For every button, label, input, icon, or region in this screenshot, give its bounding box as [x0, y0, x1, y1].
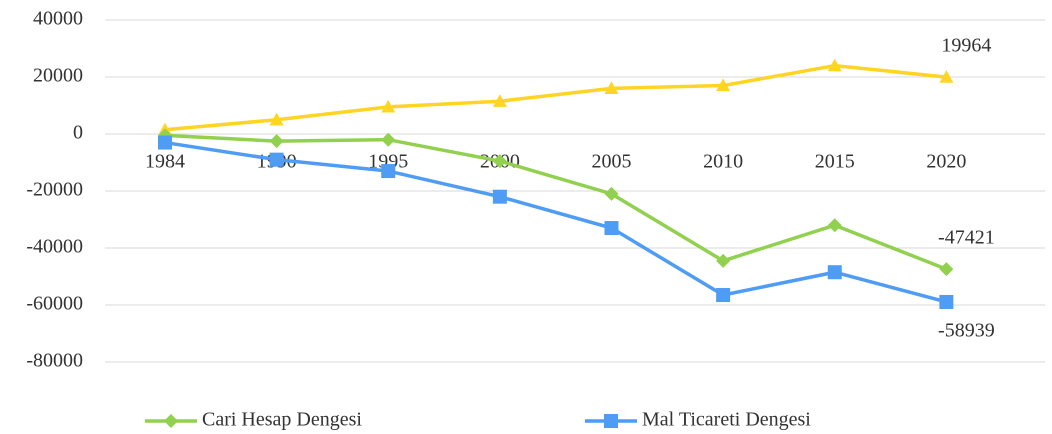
point-marker [827, 265, 842, 280]
legend-label: Cari Hesap Dengesi [202, 409, 362, 431]
point-marker [492, 154, 507, 169]
x-tick-label: 1995 [368, 151, 408, 173]
point-marker [716, 288, 731, 303]
point-marker [269, 152, 284, 167]
x-tick-label: 2010 [703, 151, 743, 173]
series-line [164, 140, 947, 304]
y-tick-label: -80000 [26, 350, 83, 372]
legend-marker [164, 414, 178, 428]
point-marker [158, 135, 172, 150]
point-marker [381, 164, 396, 179]
y-tick-label: 0 [73, 122, 83, 144]
x-tick-label: 2015 [815, 151, 855, 173]
y-tick-label: 20000 [33, 65, 83, 87]
point-marker [939, 294, 954, 309]
x-tick-label: 2020 [926, 151, 966, 173]
point-marker [604, 186, 619, 201]
point-marker [492, 94, 507, 107]
point-marker [492, 189, 507, 204]
point-marker [939, 70, 954, 83]
point-marker [381, 99, 396, 113]
data-label: -47421 [938, 227, 995, 249]
point-marker [604, 221, 619, 236]
point-marker [939, 262, 954, 277]
series-line [164, 133, 948, 271]
y-tick-label: -20000 [26, 179, 83, 201]
x-tick-label: 1984 [145, 151, 185, 173]
legend-marker [604, 414, 618, 428]
legend-label: Mal Ticareti Dengesi [642, 409, 811, 431]
y-tick-label: -40000 [26, 236, 83, 258]
x-tick-label: 2005 [592, 151, 632, 173]
point-marker [827, 58, 842, 72]
point-marker [381, 132, 396, 147]
y-tick-label: -60000 [26, 293, 83, 315]
data-label: -58939 [938, 320, 995, 342]
series-line [164, 63, 947, 132]
point-marker [269, 134, 284, 149]
point-marker [716, 253, 731, 268]
point-marker [604, 81, 619, 94]
data-label: 19964 [941, 35, 991, 57]
point-marker [269, 112, 284, 126]
point-marker [716, 78, 731, 92]
y-tick-label: 40000 [33, 8, 83, 30]
point-marker [827, 218, 842, 233]
